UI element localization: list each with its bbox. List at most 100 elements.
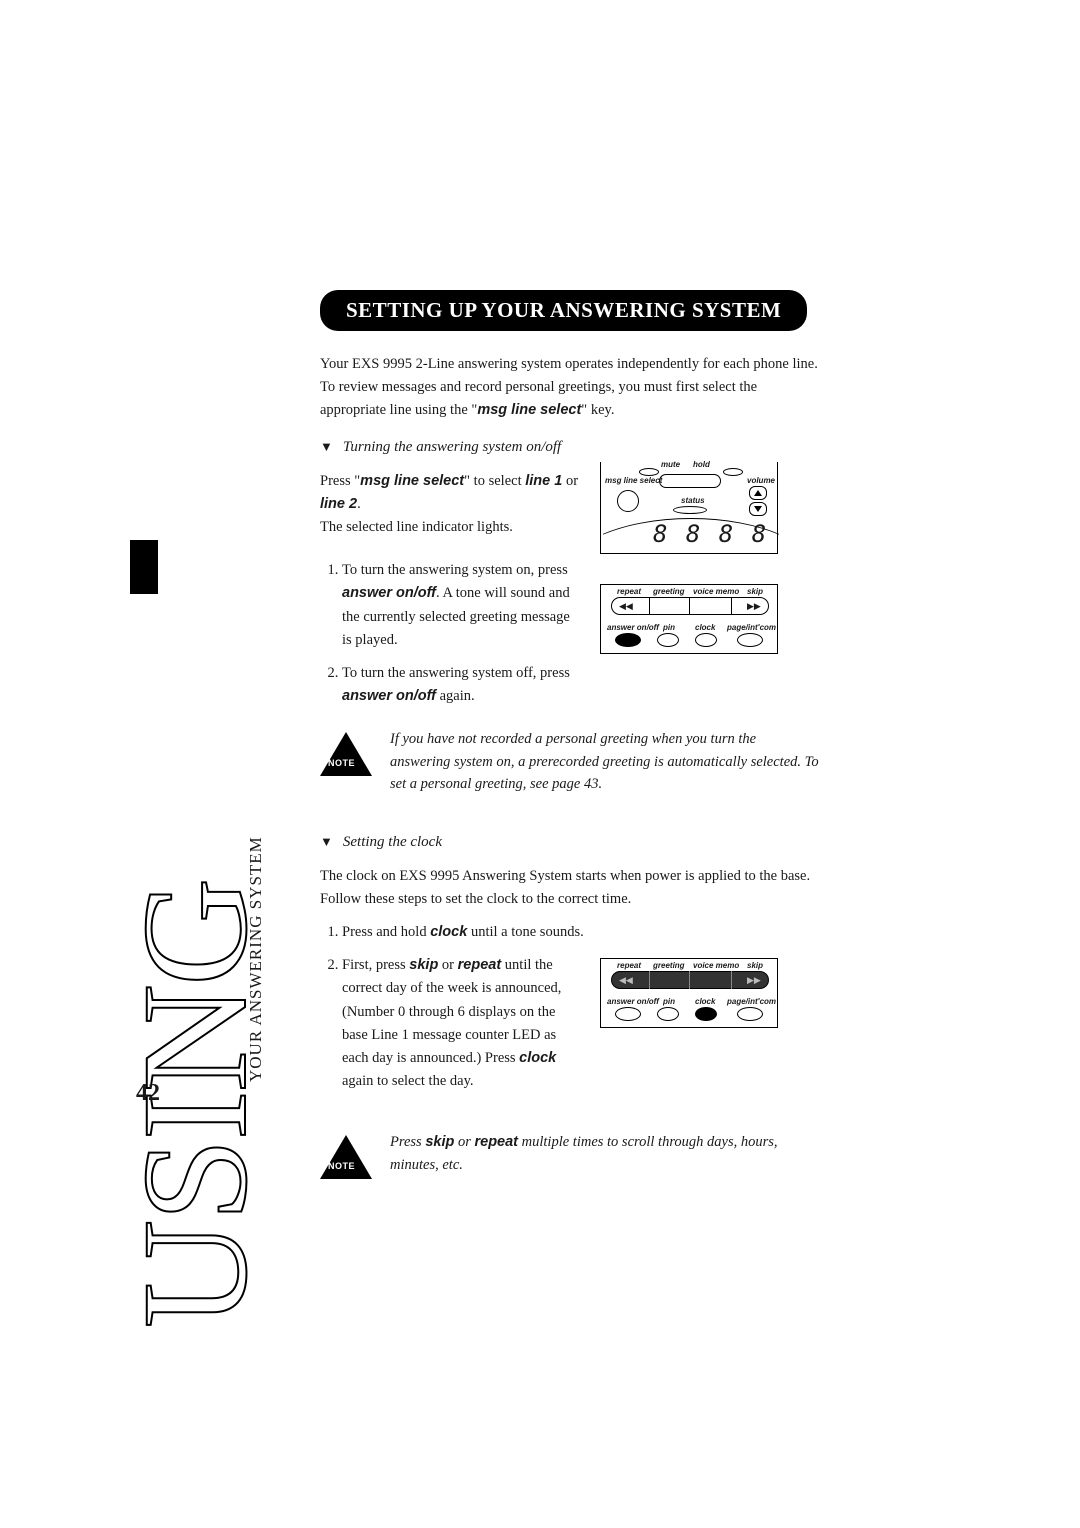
diagram-label: hold (693, 460, 710, 469)
text: First, press (342, 957, 409, 973)
diagram-button-active (695, 1007, 717, 1021)
page-content: SETTING UP YOUR ANSWERING SYSTEM Your EX… (0, 290, 1080, 1179)
note-text: Press skip or repeat multiple times to s… (390, 1131, 820, 1176)
text: or (562, 473, 578, 489)
note-icon: NOTE (320, 1135, 372, 1179)
divider (649, 971, 650, 989)
diagram-label: answer on/off (607, 623, 659, 632)
divider (649, 597, 650, 615)
text: " key. (581, 402, 614, 418)
list-item: To turn the answering system on, press a… (342, 559, 580, 652)
diagram-label: repeat (617, 587, 641, 596)
key-label: msg line select (477, 402, 581, 418)
diagram-button (639, 468, 659, 476)
note-label: NOTE (328, 1161, 355, 1171)
diagram-label: msg line select (605, 476, 662, 485)
text: The selected line indicator lights. (320, 519, 513, 535)
key-label: answer on/off (342, 585, 436, 601)
diagram-button (657, 633, 679, 647)
text: or (454, 1134, 474, 1150)
diagram-label: status (681, 496, 705, 505)
divider (731, 597, 732, 615)
divider (731, 971, 732, 989)
text: or (438, 957, 457, 973)
diagram-button (695, 633, 717, 647)
subheading-turning: Turning the answering system on/off (320, 439, 1080, 456)
diagram-label: repeat (617, 961, 641, 970)
divider (689, 971, 690, 989)
diagram-label: mute (661, 460, 680, 469)
list-item: First, press skip or repeat until the co… (342, 954, 580, 1093)
diagram-button (615, 1007, 641, 1021)
key-label: line 2 (320, 496, 357, 512)
diagram-label: pin (663, 623, 675, 632)
key-label: clock (519, 1050, 556, 1066)
key-label: repeat (474, 1134, 518, 1150)
note-icon: NOTE (320, 732, 372, 776)
text: Press " (320, 473, 360, 489)
note-block: NOTE Press skip or repeat multiple times… (320, 1131, 820, 1179)
diagram-button (737, 1007, 763, 1021)
device-diagram-top: mute hold msg line select volume status … (600, 462, 778, 554)
diagram-button (611, 971, 769, 989)
note-label: NOTE (328, 758, 355, 768)
diagram-label: page/int'com (727, 997, 776, 1006)
key-label: msg line select (360, 473, 464, 489)
device-diagram-buttons-clock: repeat greeting voice memo skip ◀◀ ▶▶ an… (600, 958, 778, 1028)
forward-icon: ▶▶ (747, 975, 761, 986)
clock-steps-2: First, press skip or repeat until the co… (320, 954, 580, 1103)
diagram-label: skip (747, 587, 763, 596)
device-diagram-buttons: repeat greeting voice memo skip ◀◀ ▶▶ an… (600, 584, 778, 654)
diagram-button (673, 506, 707, 514)
list-item: Press and hold clock until a tone sounds… (342, 921, 820, 944)
key-label: skip (425, 1134, 454, 1150)
note-text: If you have not recorded a personal gree… (390, 728, 820, 795)
diagram-label: clock (695, 623, 715, 632)
diagram-label: greeting (653, 587, 685, 596)
diagram-label: answer on/off (607, 997, 659, 1006)
diagram-label: volume (747, 476, 775, 485)
diagram-button-active (615, 633, 641, 647)
diagram-label: skip (747, 961, 763, 970)
forward-icon: ▶▶ (747, 601, 761, 612)
clock-steps: Press and hold clock until a tone sounds… (320, 921, 820, 944)
text: . (357, 496, 361, 512)
clock-intro: The clock on EXS 9995 Answering System s… (320, 865, 820, 911)
diagram-button (659, 474, 721, 488)
clock-step2-row: First, press skip or repeat until the co… (320, 954, 1080, 1103)
triangle-up-icon (754, 490, 762, 496)
key-label: clock (430, 924, 467, 940)
press-paragraph: Press "msg line select" to select line 1… (320, 470, 580, 540)
section-heading: SETTING UP YOUR ANSWERING SYSTEM (320, 290, 807, 331)
text: To turn the answering system on, press (342, 562, 568, 578)
diagram-display: 8 8 8 8 (653, 520, 768, 548)
intro-paragraph: Your EXS 9995 2-Line answering system op… (320, 353, 820, 423)
key-label: line 1 (525, 473, 562, 489)
diagram-label: voice memo (693, 961, 739, 970)
note-block: NOTE If you have not recorded a personal… (320, 728, 820, 795)
rewind-icon: ◀◀ (619, 975, 633, 986)
diagram-label: pin (663, 997, 675, 1006)
diagram-button (611, 597, 769, 615)
diagram-label: greeting (653, 961, 685, 970)
text: again. (436, 688, 475, 704)
list-item: To turn the answering system off, press … (342, 662, 580, 708)
text: To turn the answering system off, press (342, 665, 570, 681)
diagram-button (737, 633, 763, 647)
key-label: skip (409, 957, 438, 973)
diagram-label: voice memo (693, 587, 739, 596)
diagram-label: clock (695, 997, 715, 1006)
diagram-button (657, 1007, 679, 1021)
diagram-button (723, 468, 743, 476)
subheading-clock: Setting the clock (320, 834, 1080, 851)
key-label: repeat (458, 957, 502, 973)
text: until a tone sounds. (467, 924, 583, 940)
text: Press and hold (342, 924, 430, 940)
text: Press (390, 1134, 425, 1150)
diagram-button (617, 490, 639, 512)
steps-list: To turn the answering system on, press a… (320, 559, 580, 708)
text: " to select (464, 473, 525, 489)
diagram-label: page/int'com (727, 623, 776, 632)
text: again to select the day. (342, 1073, 474, 1089)
triangle-down-icon (754, 506, 762, 512)
